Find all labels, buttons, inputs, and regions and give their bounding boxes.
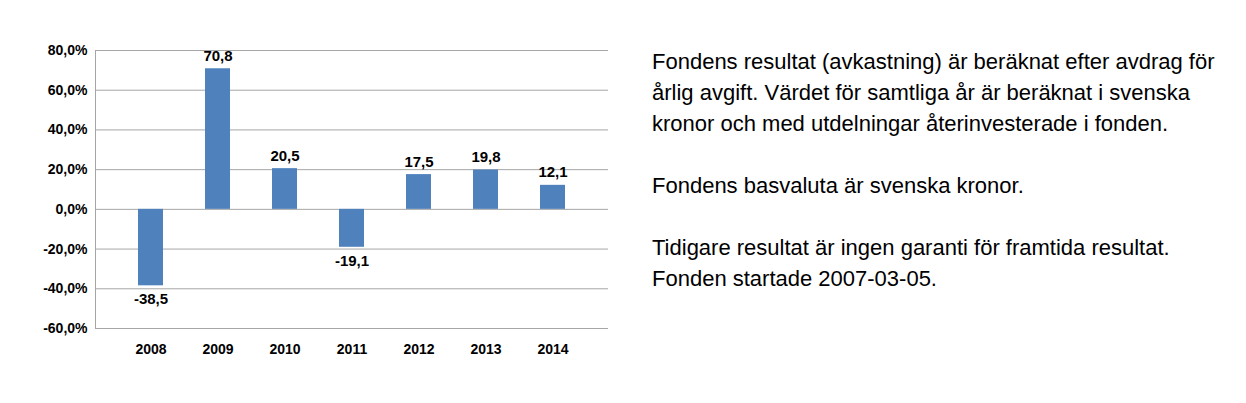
html-text:Tidigare resultat är ingen gar: Tidigare resultat är ingen garanti för f… bbox=[652, 235, 1170, 291]
svg-text:80,0%: 80,0% bbox=[48, 42, 88, 58]
svg-text:20,5: 20,5 bbox=[270, 147, 299, 164]
svg-text:2011: 2011 bbox=[337, 341, 368, 357]
svg-text:-40,0%: -40,0% bbox=[43, 280, 88, 296]
html-text:Fondens basvaluta är svenska k: Fondens basvaluta är svenska kronor. bbox=[652, 173, 1024, 198]
svg-text:-38,5: -38,5 bbox=[134, 290, 168, 307]
svg-text:70,8: 70,8 bbox=[203, 47, 232, 64]
svg-text:20,0%: 20,0% bbox=[48, 161, 88, 177]
svg-text:2014: 2014 bbox=[537, 341, 568, 357]
svg-text:2012: 2012 bbox=[403, 341, 434, 357]
svg-text:17,5: 17,5 bbox=[404, 153, 433, 170]
svg-text:2008: 2008 bbox=[135, 341, 166, 357]
svg-text:2010: 2010 bbox=[269, 341, 300, 357]
svg-text:40,0%: 40,0% bbox=[48, 121, 88, 137]
svg-text:-20,0%: -20,0% bbox=[43, 241, 88, 257]
svg-text:-60,0%: -60,0% bbox=[43, 320, 88, 336]
svg-text:12,1: 12,1 bbox=[538, 163, 567, 180]
svg-text:60,0%: 60,0% bbox=[48, 82, 88, 98]
svg-text:-19,1: -19,1 bbox=[335, 252, 369, 269]
svg-text:2009: 2009 bbox=[202, 341, 233, 357]
svg-text:0,0%: 0,0% bbox=[56, 201, 88, 217]
svg-text:2013: 2013 bbox=[470, 341, 501, 357]
svg-text:19,8: 19,8 bbox=[471, 148, 500, 165]
html-text:Fondens resultat (avkastning): Fondens resultat (avkastning) är beräkna… bbox=[652, 49, 1215, 136]
